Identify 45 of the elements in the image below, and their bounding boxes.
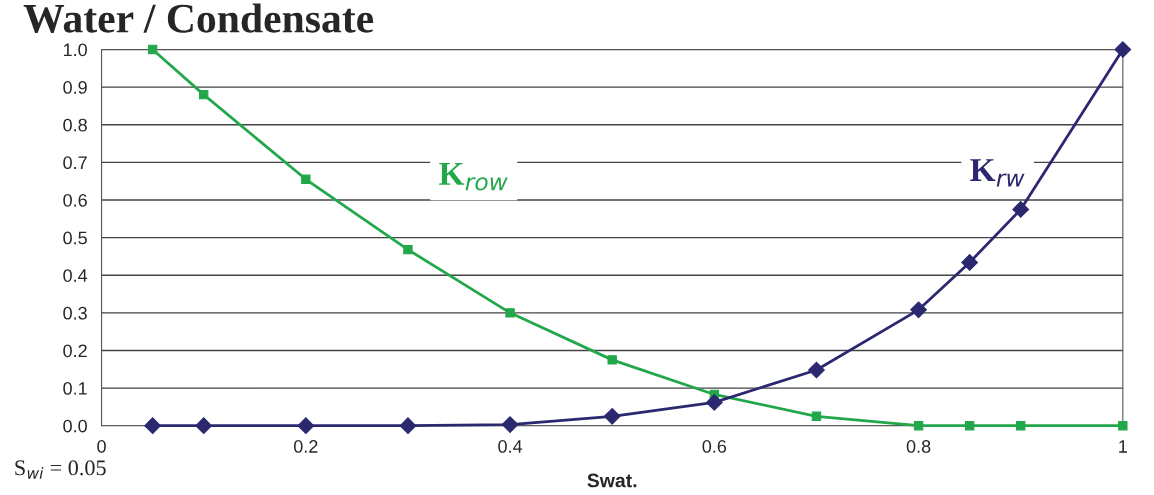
y-tick-label: 0.1 bbox=[63, 382, 87, 395]
point bbox=[144, 417, 161, 435]
point bbox=[705, 394, 723, 411]
point bbox=[1114, 41, 1132, 58]
x-tick-label: 0.6 bbox=[702, 440, 727, 453]
point bbox=[1016, 421, 1026, 431]
point bbox=[505, 308, 515, 318]
x-tick-label: 0.2 bbox=[293, 440, 318, 453]
point bbox=[1118, 421, 1128, 431]
point bbox=[964, 421, 975, 431]
y-tick-label: 0.9 bbox=[63, 81, 87, 94]
x-tick-label: 0.8 bbox=[906, 440, 931, 453]
y-tick-label: 0.4 bbox=[63, 269, 88, 282]
point bbox=[607, 355, 617, 365]
point bbox=[603, 407, 621, 425]
series-label: K$_{rw}$ bbox=[970, 159, 1025, 187]
point bbox=[301, 174, 311, 184]
point bbox=[961, 254, 979, 271]
x-tick-label: 0.4 bbox=[498, 440, 523, 453]
y-tick-label: 0.2 bbox=[63, 344, 87, 358]
point bbox=[1012, 201, 1030, 218]
point bbox=[198, 89, 209, 100]
point bbox=[147, 44, 158, 55]
point bbox=[910, 301, 927, 319]
point bbox=[501, 416, 519, 433]
series-label: K$_{row}$ bbox=[439, 162, 508, 191]
y-tick-label: 0.3 bbox=[63, 306, 87, 320]
x-tick-label: 0 bbox=[97, 440, 106, 453]
point bbox=[808, 361, 825, 379]
y-tick-label: 0.5 bbox=[63, 231, 87, 245]
point bbox=[403, 244, 413, 255]
y-tick-label: 0.0 bbox=[63, 419, 87, 433]
y-tick-label: 0.8 bbox=[63, 118, 87, 132]
point bbox=[913, 421, 924, 431]
y-tick-label: 0.6 bbox=[63, 193, 87, 207]
chart-title: Water / Condensate bbox=[23, 3, 374, 33]
text: S$_{wi}$ = 0.05 bbox=[15, 460, 106, 479]
point bbox=[811, 411, 822, 421]
x-axis-title: Swat. bbox=[587, 473, 637, 488]
point bbox=[195, 417, 213, 435]
point bbox=[399, 417, 417, 435]
y-tick-label: 1.0 bbox=[63, 43, 87, 57]
point bbox=[297, 417, 315, 435]
y-tick-label: 0.7 bbox=[63, 156, 87, 170]
x-tick-label: 1 bbox=[1119, 440, 1127, 453]
